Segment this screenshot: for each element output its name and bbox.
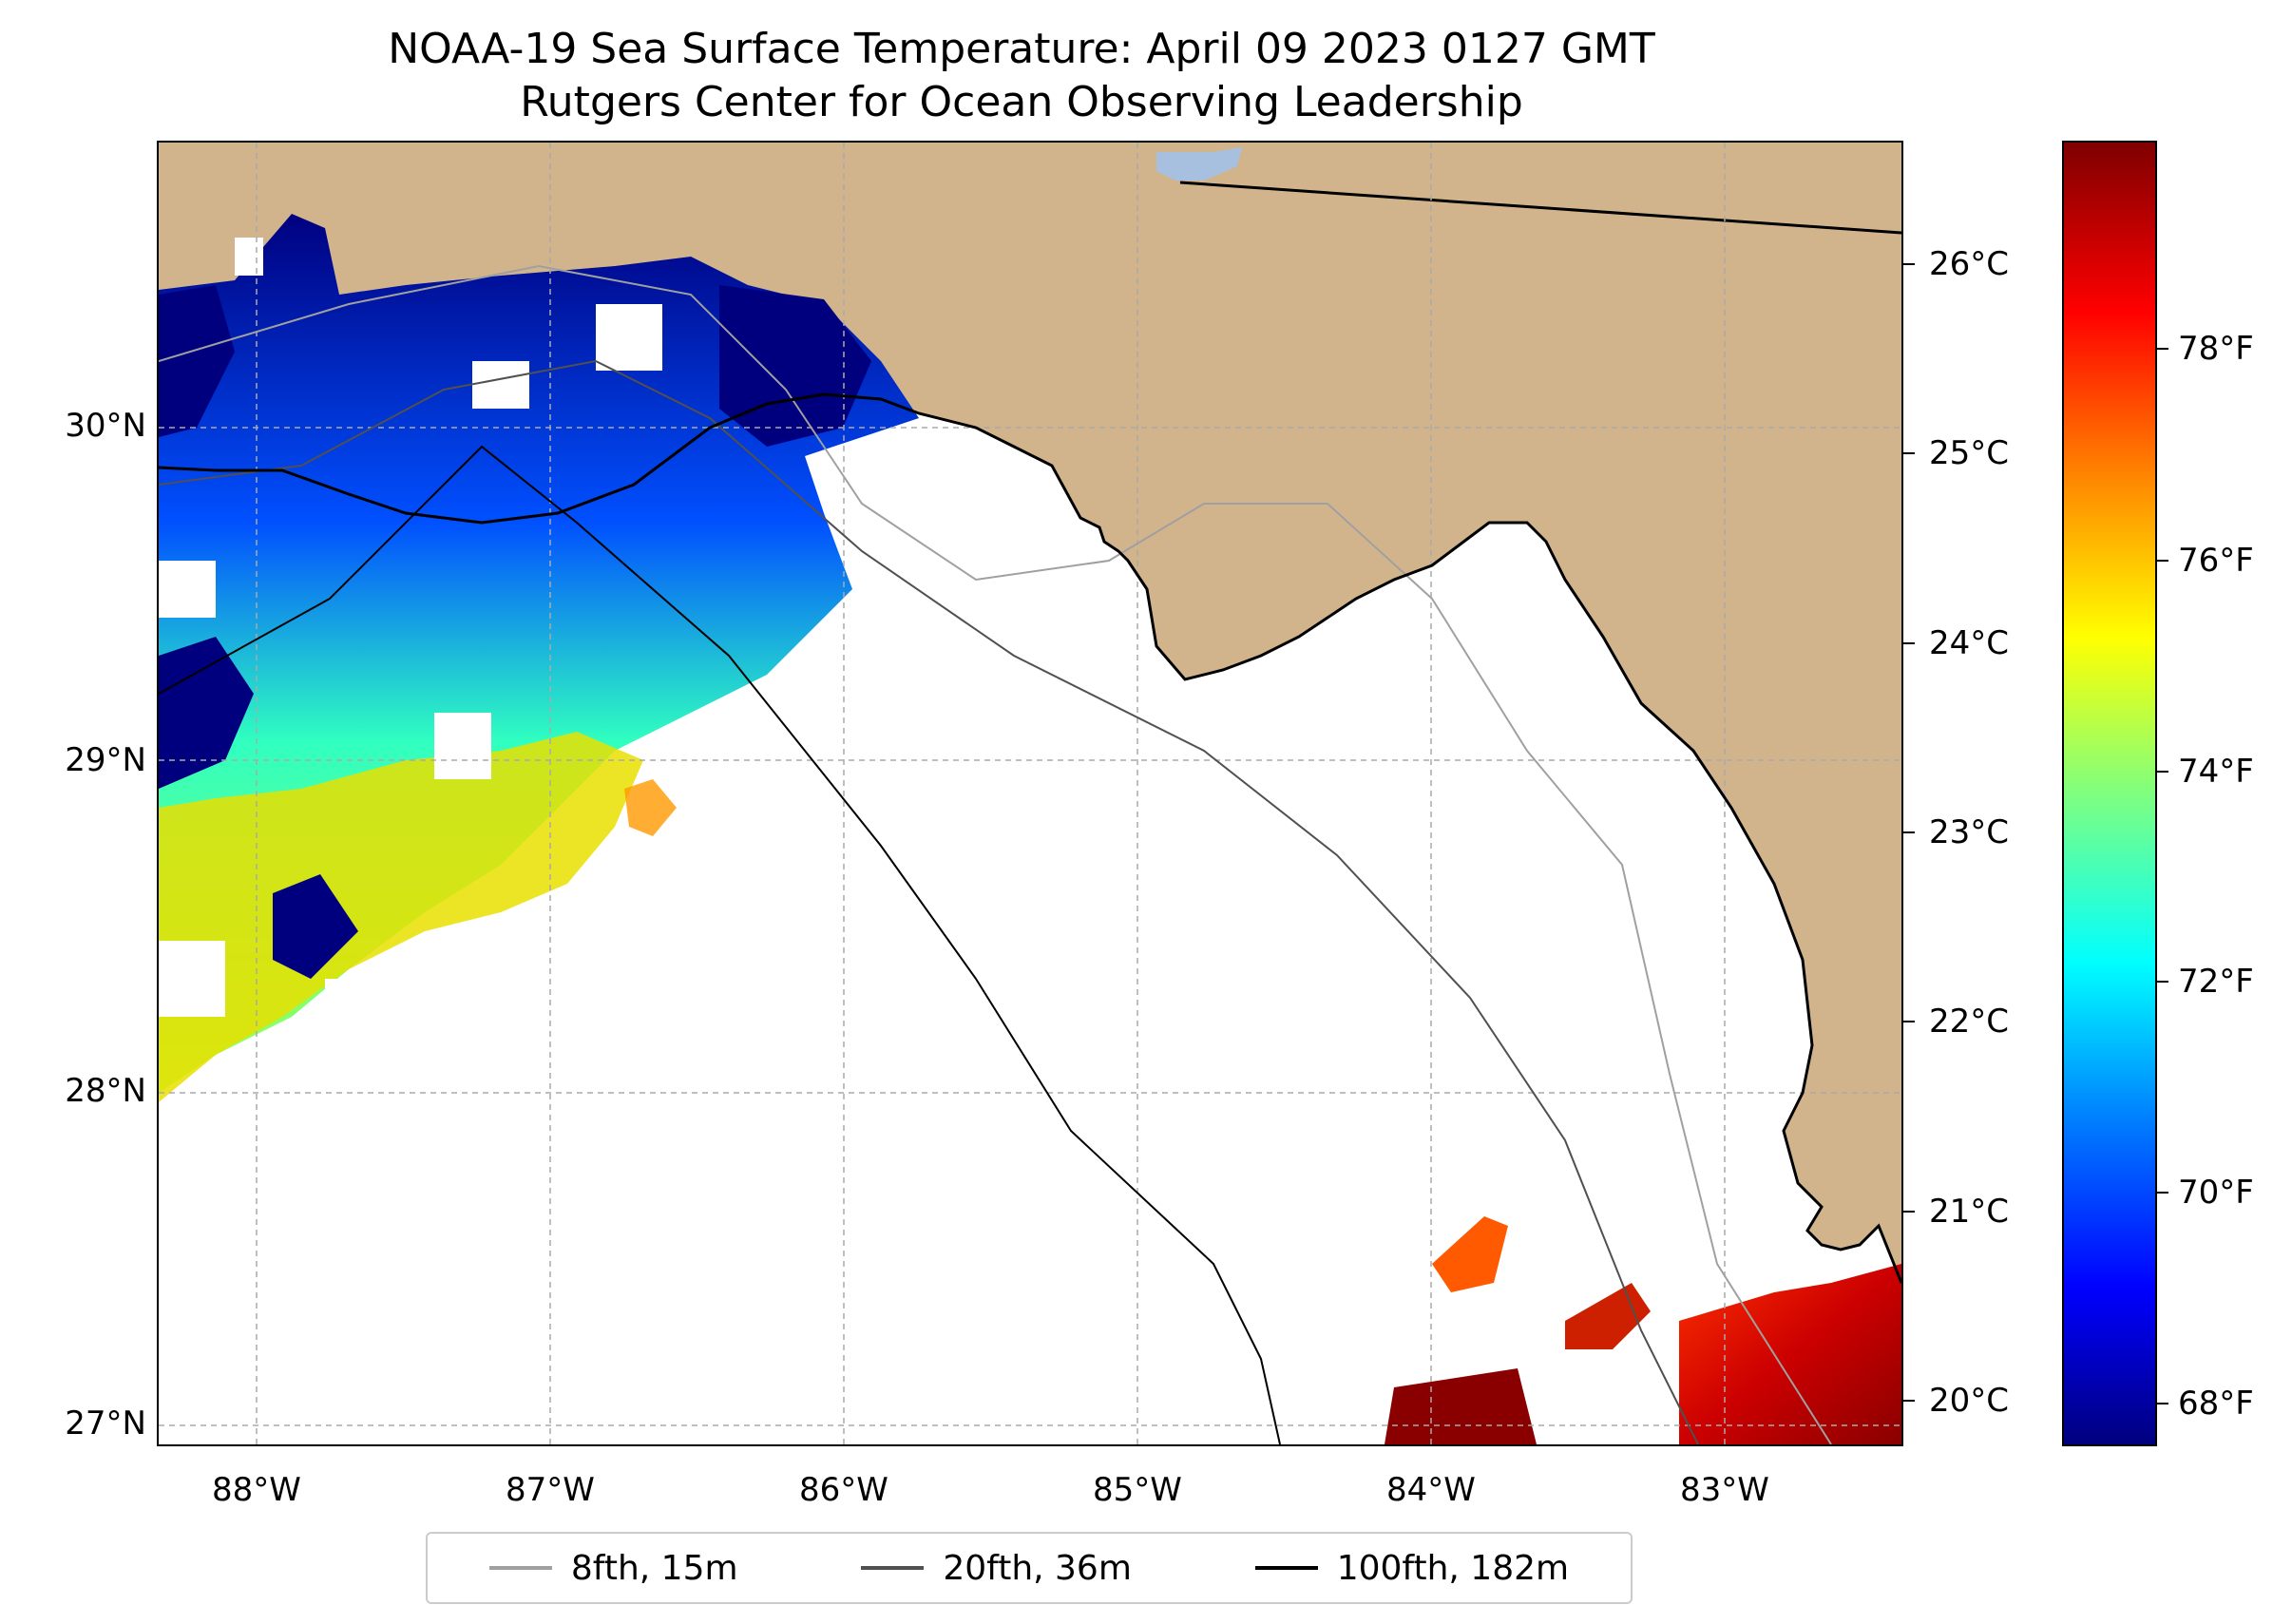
celsius-tick <box>1903 1211 1915 1213</box>
legend-line-swatch <box>861 1566 925 1570</box>
map-title: NOAA-19 Sea Surface Temperature: April 0… <box>0 23 2043 129</box>
fahrenheit-tick <box>2157 1192 2168 1194</box>
fahrenheit-tick <box>2157 1403 2168 1404</box>
cloud-gap <box>235 238 263 276</box>
legend-line-swatch <box>488 1566 552 1570</box>
cloud-gap <box>159 941 225 1017</box>
sst-dark-clump <box>159 637 254 789</box>
lat-label-30: 30°N <box>65 407 146 445</box>
sst-orange-patch <box>624 779 677 836</box>
lon-label-83: 83°W <box>1680 1471 1769 1509</box>
celsius-label-25: 25°C <box>1929 434 2010 472</box>
legend-item-100fth: 100fth, 182m <box>1254 1548 1570 1588</box>
celsius-label-20: 20°C <box>1929 1382 2010 1420</box>
depth-contour-legend: 8fth, 15m 20fth, 36m 100fth, 182m <box>426 1532 1633 1604</box>
celsius-tick <box>1903 831 1915 833</box>
fahrenheit-label-70: 70°F <box>2178 1174 2254 1212</box>
legend-label: 8fth, 15m <box>570 1548 738 1588</box>
lat-label-29: 29°N <box>65 741 146 779</box>
legend-item-8fth: 8fth, 15m <box>488 1548 738 1588</box>
contour-20fth <box>159 359 1699 1444</box>
fahrenheit-label-72: 72°F <box>2178 963 2254 1001</box>
sst-dark-clump <box>273 874 358 979</box>
sst-map <box>157 141 1903 1446</box>
lon-label-88: 88°W <box>212 1471 301 1509</box>
sst-hot-patch <box>1679 1264 1901 1444</box>
sst-hot-patch <box>1432 1216 1508 1292</box>
lon-label-87: 87°W <box>506 1471 595 1509</box>
lon-label-84: 84°W <box>1386 1471 1476 1509</box>
gridlines <box>159 143 1901 1444</box>
colorbar <box>2062 141 2157 1446</box>
state-boundary <box>1179 181 1901 235</box>
celsius-label-21: 21°C <box>1929 1193 2010 1231</box>
contour-100fth <box>159 445 1281 1444</box>
fahrenheit-tick <box>2157 771 2168 773</box>
lat-label-27: 27°N <box>65 1404 146 1442</box>
lon-label-85: 85°W <box>1093 1471 1182 1509</box>
lake <box>1156 147 1242 181</box>
contour-8fth <box>159 264 1832 1444</box>
lat-label-28: 28°N <box>65 1072 146 1110</box>
sst-dark-clump <box>719 285 871 447</box>
sst-hot-patch <box>1385 1368 1537 1444</box>
celsius-tick <box>1903 452 1915 454</box>
fahrenheit-label-74: 74°F <box>2178 753 2254 791</box>
fahrenheit-tick <box>2157 560 2168 562</box>
celsius-label-22: 22°C <box>1929 1003 2010 1041</box>
celsius-tick <box>1903 1021 1915 1022</box>
sst-dark-clump <box>159 285 235 437</box>
cloud-gap <box>325 979 392 1036</box>
sst-warm-band <box>159 732 643 1102</box>
celsius-tick <box>1903 1400 1915 1402</box>
legend-label: 20fth, 36m <box>943 1548 1132 1588</box>
celsius-label-26: 26°C <box>1929 245 2010 283</box>
map-canvas <box>159 143 1901 1444</box>
cloud-gap <box>472 361 529 409</box>
cloud-gap <box>596 304 662 371</box>
fahrenheit-label-68: 68°F <box>2178 1385 2254 1423</box>
cloud-gap <box>434 713 491 779</box>
celsius-tick <box>1903 263 1915 265</box>
title-line-2: Rutgers Center for Ocean Observing Leade… <box>520 78 1523 126</box>
coastline <box>159 392 1901 1284</box>
celsius-label-24: 24°C <box>1929 624 2010 662</box>
sst-hot-patch <box>1565 1283 1651 1349</box>
fahrenheit-label-76: 76°F <box>2178 542 2254 580</box>
cloud-gap <box>159 561 216 618</box>
fahrenheit-label-78: 78°F <box>2178 330 2254 368</box>
legend-label: 100fth, 182m <box>1336 1548 1570 1588</box>
legend-item-20fth: 20fth, 36m <box>861 1549 1132 1588</box>
title-line-1: NOAA-19 Sea Surface Temperature: April 0… <box>388 25 1655 73</box>
fahrenheit-tick <box>2157 981 2168 983</box>
celsius-label-23: 23°C <box>1929 813 2010 851</box>
legend-line-swatch <box>1254 1566 1318 1570</box>
fahrenheit-tick <box>2157 348 2168 350</box>
celsius-tick <box>1903 642 1915 644</box>
lon-label-86: 86°W <box>799 1471 888 1509</box>
